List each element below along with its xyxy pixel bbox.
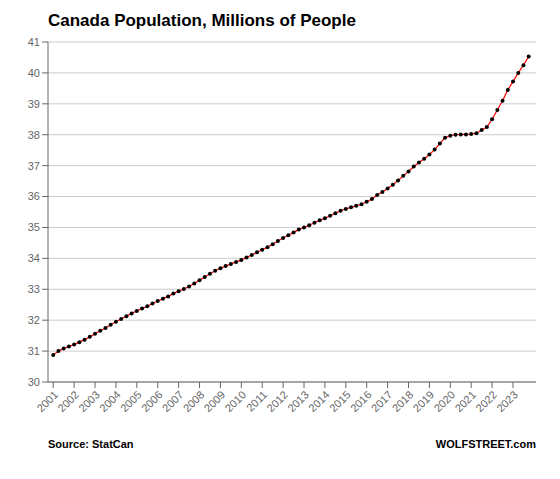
svg-text:2010: 2010 <box>222 388 248 414</box>
svg-text:39: 39 <box>28 98 40 110</box>
svg-text:38: 38 <box>28 129 40 141</box>
svg-text:2003: 2003 <box>76 388 102 414</box>
svg-text:2014: 2014 <box>306 388 332 414</box>
svg-text:2021: 2021 <box>452 388 478 414</box>
svg-text:34: 34 <box>28 252 40 264</box>
svg-text:37: 37 <box>28 160 40 172</box>
html-text:Canada Population, Millions of: Canada Population, Millions of People <box>48 11 356 30</box>
svg-text:2002: 2002 <box>55 388 81 414</box>
svg-text:2007: 2007 <box>160 388 186 414</box>
svg-text:2006: 2006 <box>139 388 165 414</box>
svg-text:31: 31 <box>28 345 40 357</box>
svg-text:2008: 2008 <box>181 388 207 414</box>
svg-text:2022: 2022 <box>473 388 499 414</box>
svg-text:2013: 2013 <box>285 388 311 414</box>
svg-text:2012: 2012 <box>264 388 290 414</box>
svg-text:35: 35 <box>28 221 40 233</box>
svg-text:2001: 2001 <box>34 388 60 414</box>
html-text:Source: StatCan: Source: StatCan <box>48 438 134 450</box>
svg-text:36: 36 <box>28 190 40 202</box>
svg-text:33: 33 <box>28 283 40 295</box>
svg-text:41: 41 <box>28 36 40 48</box>
svg-text:40: 40 <box>28 67 40 79</box>
svg-text:2018: 2018 <box>390 388 416 414</box>
svg-text:2015: 2015 <box>327 388 353 414</box>
svg-text:2023: 2023 <box>494 388 520 414</box>
svg-text:30: 30 <box>28 376 40 388</box>
svg-text:32: 32 <box>28 314 40 326</box>
svg-text:2009: 2009 <box>202 388 228 414</box>
svg-text:2005: 2005 <box>118 388 144 414</box>
svg-text:2020: 2020 <box>431 388 457 414</box>
html-text:WOLFSTREET.com: WOLFSTREET.com <box>435 438 536 450</box>
svg-text:2017: 2017 <box>369 388 395 414</box>
svg-text:2016: 2016 <box>348 388 374 414</box>
svg-text:2019: 2019 <box>411 388 437 414</box>
svg-text:2004: 2004 <box>97 388 123 414</box>
svg-text:2011: 2011 <box>244 388 269 413</box>
